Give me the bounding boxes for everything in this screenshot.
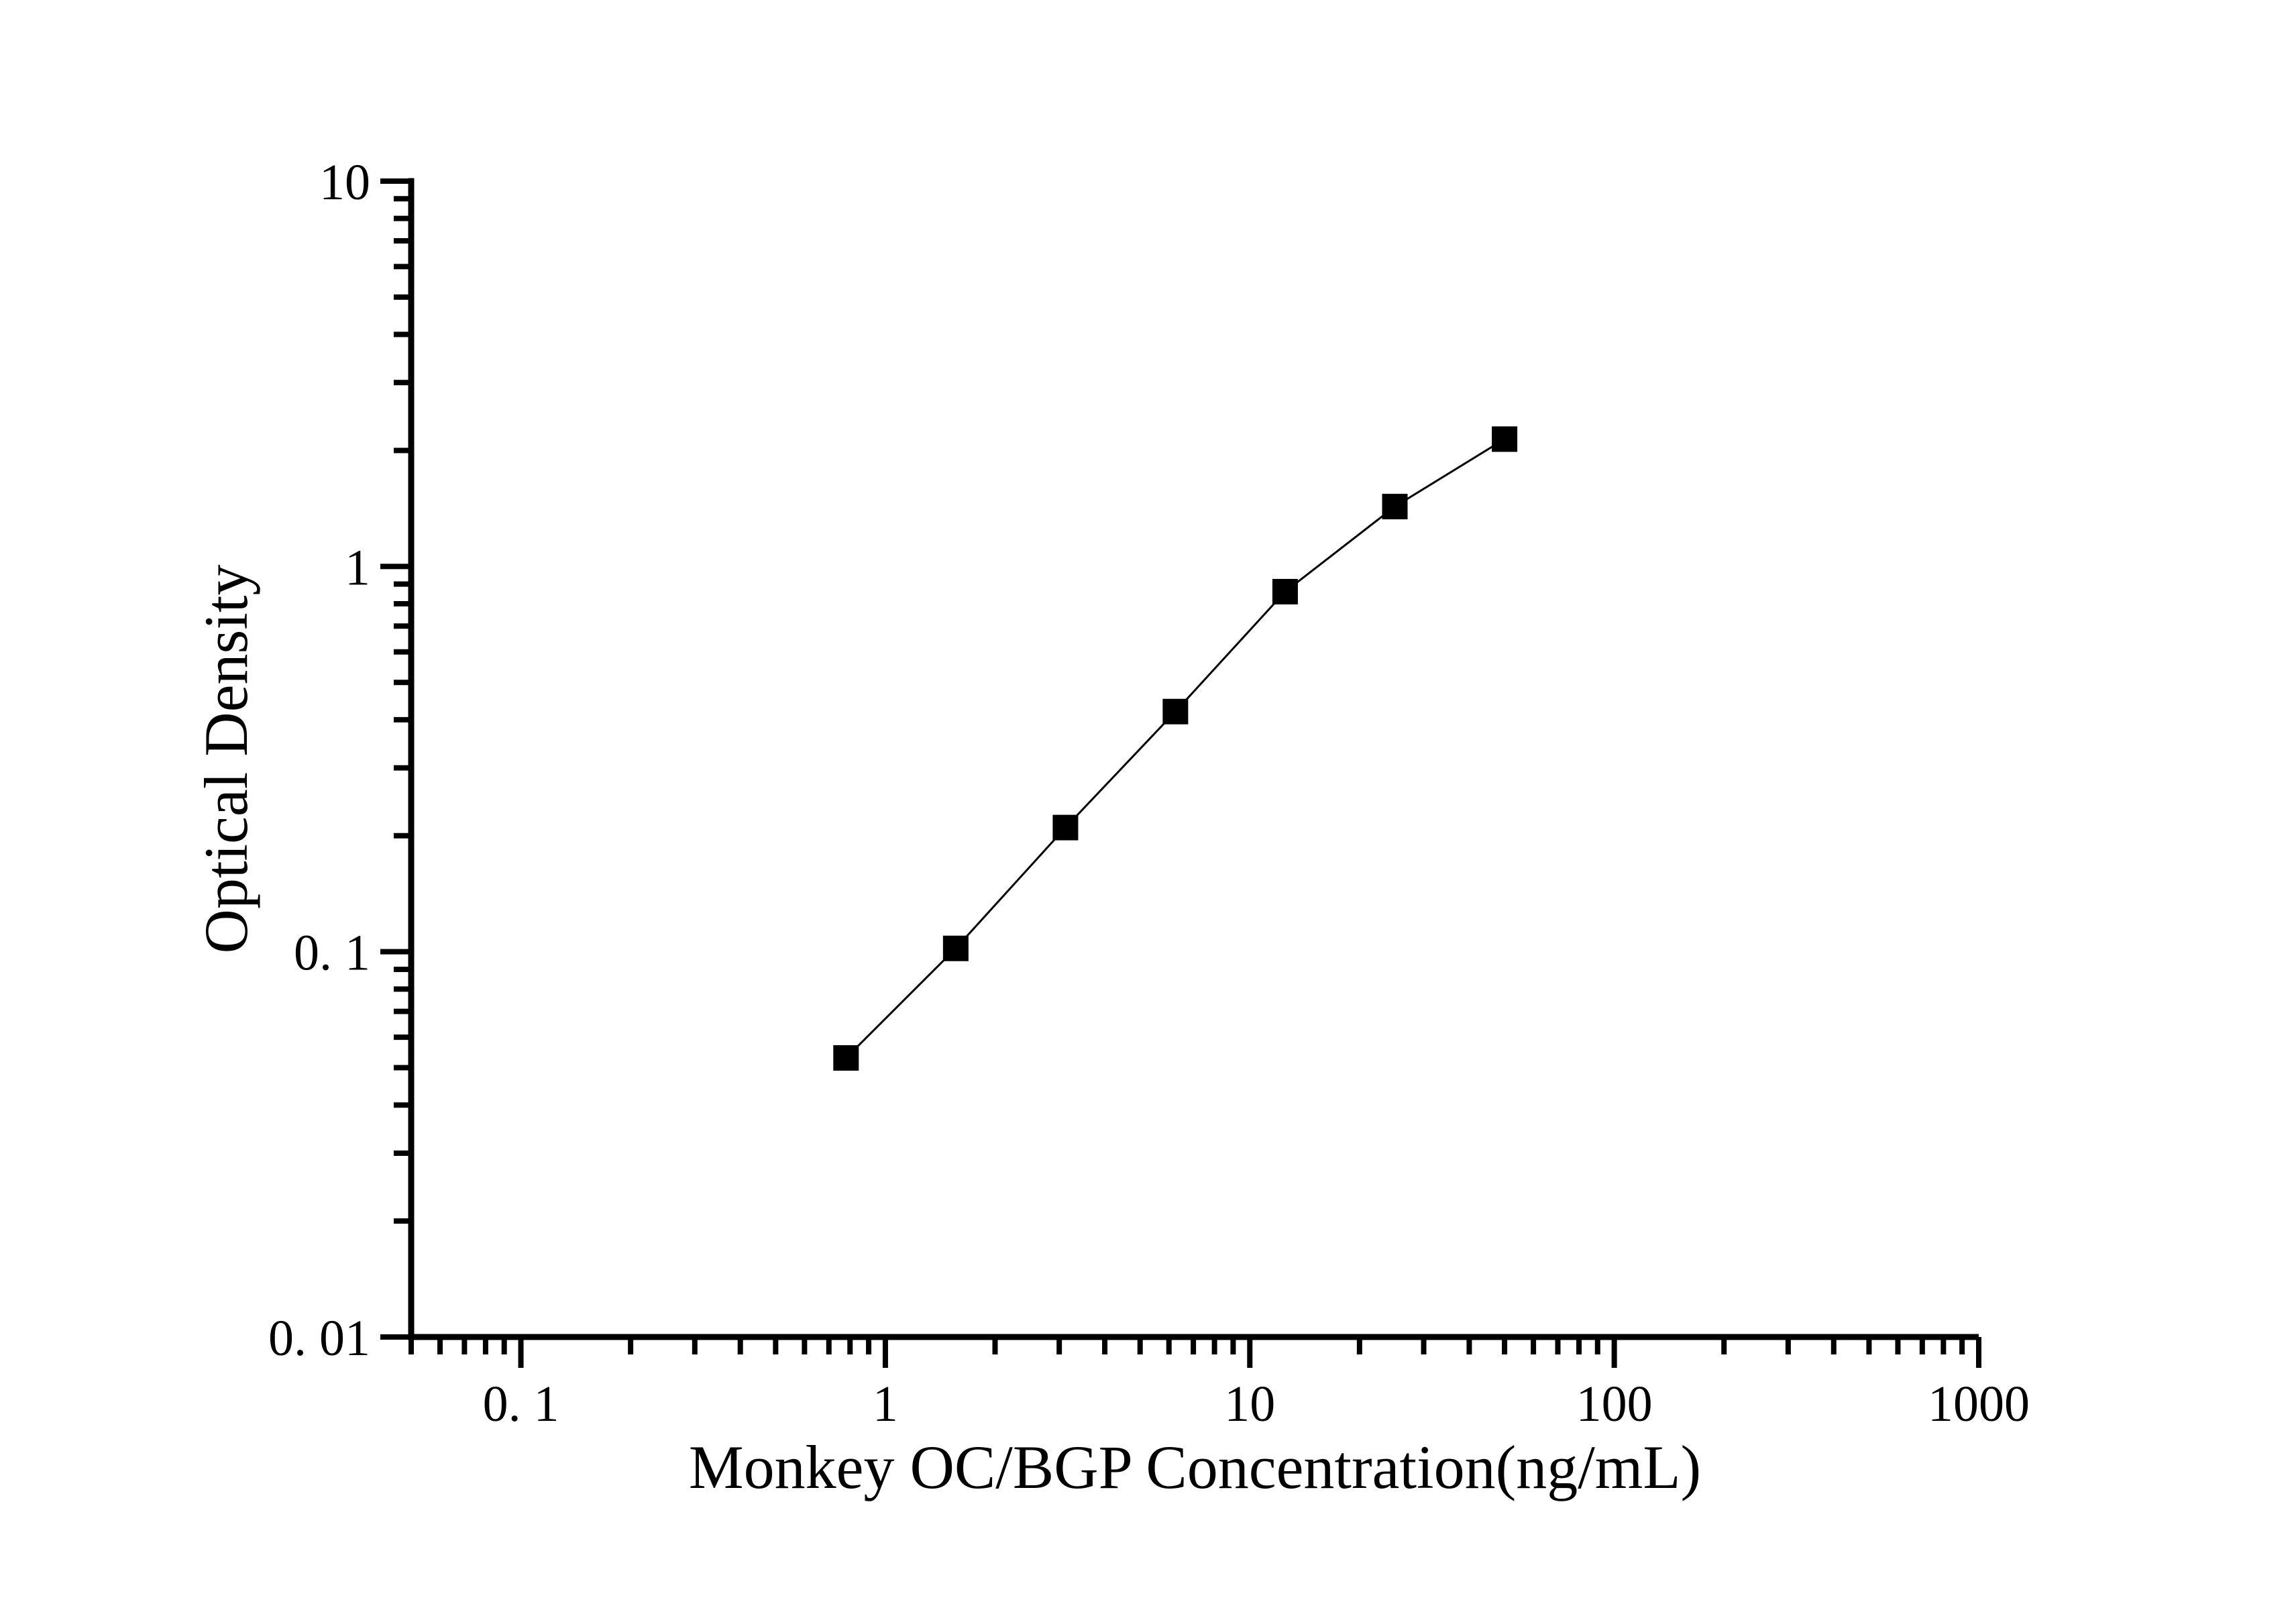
y-tick-label: 0. 01 xyxy=(268,1310,370,1367)
x-tick-label: 0. 1 xyxy=(483,1376,559,1432)
axis-spines xyxy=(408,178,1979,1340)
series-line xyxy=(845,438,1505,1059)
x-axis-title: Monkey OC/BGP Concentration(ng/mL) xyxy=(689,1433,1701,1501)
x-tick-label: 1 xyxy=(873,1376,898,1432)
data-series xyxy=(833,426,1518,1071)
y-axis-title: Optical Density xyxy=(192,565,260,954)
axis-tick-labels: 0. 1 1 10 100 1000 10 1 0. 1 0. 01 xyxy=(268,154,2030,1432)
x-tick-label: 10 xyxy=(1224,1376,1275,1432)
y-tick-label: 1 xyxy=(345,539,370,596)
axes xyxy=(408,178,1979,1340)
data-point-marker xyxy=(833,1045,859,1071)
data-point-marker xyxy=(1272,578,1298,604)
x-tick-label: 1000 xyxy=(1928,1376,2030,1432)
data-point-marker xyxy=(942,935,969,961)
x-tick-label: 100 xyxy=(1576,1376,1653,1432)
data-point-marker xyxy=(1382,494,1408,520)
y-tick-label: 10 xyxy=(319,154,370,211)
data-point-marker xyxy=(1162,698,1189,725)
axis-ticks xyxy=(380,178,1981,1368)
data-point-marker xyxy=(1492,426,1518,452)
y-tick-label: 0. 1 xyxy=(294,925,370,981)
data-point-marker xyxy=(1052,814,1079,841)
